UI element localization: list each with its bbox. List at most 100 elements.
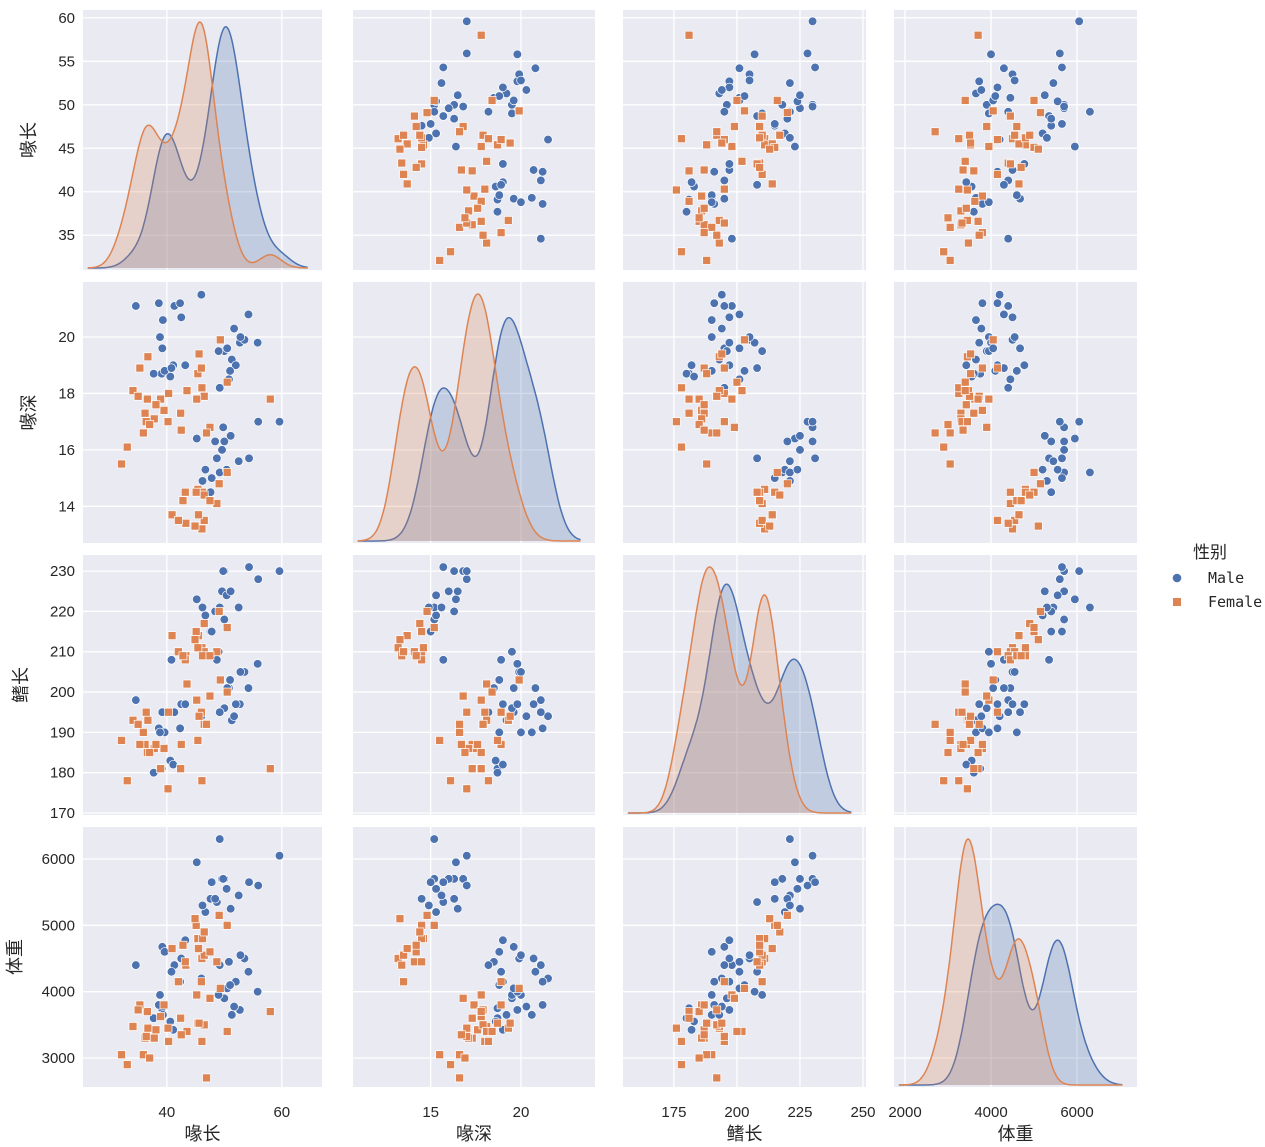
point-male bbox=[253, 338, 263, 348]
point-male bbox=[227, 1010, 237, 1020]
y-tick-label: 35 bbox=[58, 227, 75, 244]
point-male bbox=[795, 445, 805, 455]
point-male bbox=[496, 655, 506, 665]
point-male bbox=[1074, 16, 1084, 26]
point-male bbox=[1085, 467, 1095, 478]
point-male bbox=[977, 298, 988, 308]
point-male bbox=[498, 159, 508, 169]
point-male bbox=[219, 436, 229, 447]
y-tick-label: 4000 bbox=[42, 984, 75, 1001]
x-tick-label: 20 bbox=[513, 1104, 530, 1121]
point-male bbox=[1040, 90, 1050, 100]
point-male bbox=[1059, 436, 1069, 447]
point-male bbox=[231, 360, 241, 370]
point-male bbox=[158, 315, 168, 325]
point-male bbox=[969, 207, 979, 217]
point-male bbox=[516, 667, 526, 677]
point-female bbox=[417, 627, 426, 636]
point-female bbox=[397, 960, 407, 970]
point-male bbox=[498, 759, 508, 770]
point-female bbox=[467, 764, 477, 773]
point-female bbox=[163, 784, 173, 794]
point-female bbox=[205, 993, 215, 1003]
point-female bbox=[514, 983, 524, 993]
point-female bbox=[677, 134, 686, 144]
point-female bbox=[122, 776, 132, 786]
point-male bbox=[749, 49, 760, 59]
point-female bbox=[462, 707, 472, 717]
panel-background bbox=[623, 10, 866, 270]
point-female bbox=[460, 748, 470, 757]
point-female bbox=[672, 185, 681, 195]
point-female bbox=[422, 911, 432, 920]
x-tick-label: 225 bbox=[787, 1104, 812, 1121]
point-male bbox=[1003, 234, 1013, 244]
point-female bbox=[945, 256, 955, 265]
point-female bbox=[978, 406, 987, 415]
point-male bbox=[512, 49, 522, 59]
point-female bbox=[672, 1023, 681, 1033]
y-tick-label: 20 bbox=[58, 329, 75, 346]
point-male bbox=[149, 369, 159, 379]
point-male bbox=[770, 119, 780, 129]
point-male bbox=[215, 707, 225, 717]
point-female bbox=[178, 940, 188, 950]
point-male bbox=[462, 566, 472, 576]
point-male bbox=[1010, 332, 1020, 342]
point-male bbox=[984, 727, 994, 738]
point-female bbox=[957, 707, 967, 717]
point-female bbox=[149, 1033, 159, 1043]
point-female bbox=[197, 776, 207, 786]
point-male bbox=[1085, 107, 1095, 117]
point-male bbox=[444, 586, 454, 596]
point-male bbox=[483, 107, 494, 117]
point-male bbox=[527, 193, 537, 203]
point-female bbox=[767, 510, 777, 520]
point-female bbox=[943, 420, 953, 429]
panel-1-3 bbox=[894, 282, 1137, 543]
panel-background bbox=[894, 555, 1137, 815]
point-female bbox=[487, 1027, 497, 1036]
point-female bbox=[215, 335, 225, 345]
point-female bbox=[164, 389, 173, 398]
point-male bbox=[218, 422, 228, 432]
point-female bbox=[1033, 521, 1043, 531]
point-male bbox=[462, 16, 472, 26]
x-tick-label: 250 bbox=[850, 1104, 875, 1121]
y-tick-label: 55 bbox=[58, 53, 75, 70]
point-male bbox=[1010, 667, 1020, 677]
point-male bbox=[1040, 586, 1050, 596]
point-female bbox=[476, 30, 486, 40]
point-female bbox=[476, 216, 486, 226]
point-male bbox=[795, 904, 805, 914]
x-tick-label: 60 bbox=[273, 1104, 290, 1121]
point-male bbox=[215, 834, 225, 844]
point-female bbox=[1016, 651, 1026, 661]
point-female bbox=[176, 1030, 186, 1040]
point-female bbox=[164, 707, 173, 717]
point-male bbox=[537, 167, 548, 177]
point-female bbox=[192, 695, 202, 705]
point-female bbox=[717, 349, 727, 359]
point-female bbox=[978, 191, 987, 201]
point-female bbox=[214, 479, 224, 489]
point-female bbox=[714, 238, 724, 248]
point-male bbox=[157, 343, 167, 353]
point-male bbox=[1053, 590, 1063, 600]
point-female bbox=[133, 719, 143, 729]
point-female bbox=[943, 213, 953, 223]
point-male bbox=[155, 727, 165, 738]
point-male bbox=[451, 141, 461, 152]
point-female bbox=[503, 216, 513, 225]
point-female bbox=[462, 784, 472, 794]
point-male bbox=[225, 366, 235, 376]
point-female bbox=[496, 135, 506, 144]
point-male bbox=[431, 884, 441, 894]
point-male bbox=[212, 453, 222, 464]
point-male bbox=[785, 900, 795, 911]
point-female bbox=[143, 715, 153, 725]
point-female bbox=[966, 736, 975, 745]
kde-line-female bbox=[357, 293, 581, 542]
point-male bbox=[451, 857, 461, 867]
